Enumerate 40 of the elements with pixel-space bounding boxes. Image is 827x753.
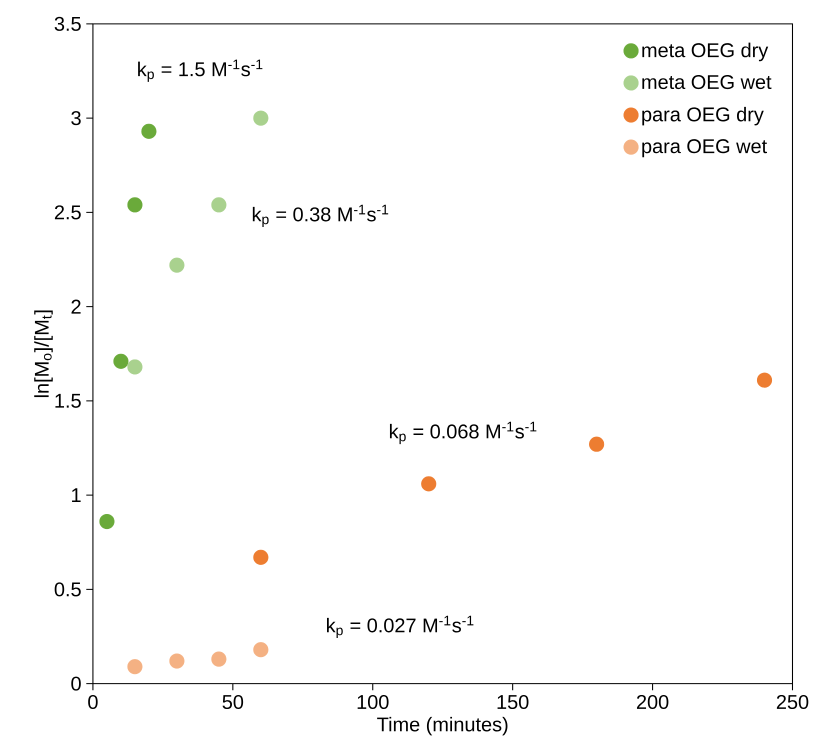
- point: [99, 514, 114, 530]
- point: [253, 642, 268, 658]
- point: [253, 550, 268, 566]
- legend-label: para OEG wet: [642, 139, 768, 158]
- y-tick-label: 2.5: [54, 206, 81, 220]
- x-tick-label: 0: [88, 695, 98, 710]
- x-tick-label: 100: [358, 695, 389, 710]
- point: [169, 258, 184, 273]
- x-tick-label: 150: [498, 695, 528, 710]
- point: [127, 360, 142, 375]
- y-tick-label: 0: [71, 676, 81, 691]
- point: [421, 476, 436, 492]
- point: [589, 436, 604, 452]
- annotation: k$_{p}$ = 0.38 M$^{-1}$s$^{-1}$: [252, 204, 388, 228]
- legend-label: meta OEG dry: [642, 42, 768, 62]
- y-axis-title: ln[M$_{o}$]/[M$_{t}$]: [34, 310, 53, 398]
- point: [113, 354, 128, 370]
- point: [141, 124, 156, 140]
- x-tick-label: 50: [222, 695, 244, 710]
- legend-label: meta OEG wet: [642, 75, 772, 90]
- y-tick-label: 1: [72, 488, 81, 502]
- x-tick-label: 250: [776, 695, 808, 710]
- y-tick-label: 3.5: [54, 17, 81, 32]
- point: [756, 372, 772, 388]
- y-tick-label: 1.5: [55, 394, 81, 408]
- x-axis-title: Time (minutes): [377, 717, 508, 736]
- annotation: k$_{p}$ = 1.5 M$^{-1}$s$^{-1}$: [138, 60, 262, 82]
- y-tick-label: 3: [71, 111, 81, 126]
- point: [253, 110, 268, 126]
- point: [169, 654, 184, 669]
- point: [211, 652, 226, 667]
- y-tick-label: 2: [72, 300, 81, 314]
- annotation: k$_{p}$ = 0.068 M$^{-1}$s$^{-1}$: [390, 422, 536, 444]
- annotation: k$_{p}$ = 0.027 M$^{-1}$s$^{-1}$: [327, 616, 474, 638]
- legend-label: para OEG dry: [642, 107, 764, 126]
- point: [211, 197, 226, 213]
- y-tick-label: 0.5: [54, 582, 81, 597]
- point: [127, 659, 142, 674]
- point: [127, 197, 142, 213]
- x-tick-label: 200: [636, 695, 668, 710]
